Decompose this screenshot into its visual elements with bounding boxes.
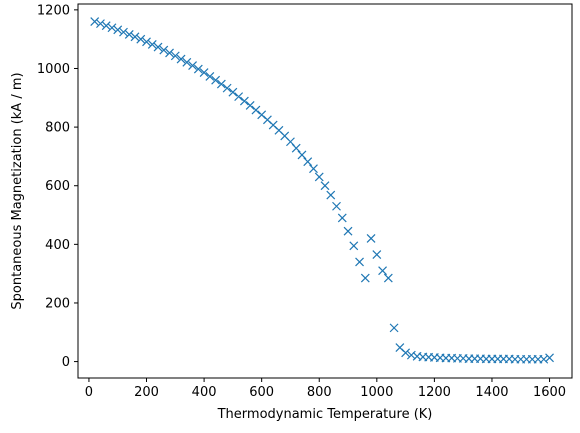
- data-point: [147, 40, 157, 49]
- y-tick-label: 600: [45, 179, 70, 194]
- data-point: [193, 64, 203, 74]
- data-point: [291, 143, 301, 153]
- x-tick-label: 400: [192, 385, 217, 400]
- data-point: [90, 17, 100, 27]
- data-point: [337, 213, 347, 223]
- x-tick-label: 800: [307, 385, 332, 400]
- data-point: [101, 21, 111, 31]
- data-point: [124, 30, 134, 39]
- data-point: [165, 48, 174, 58]
- data-point: [360, 273, 370, 283]
- data-point: [107, 23, 117, 33]
- x-tick-label: 1000: [360, 385, 393, 400]
- data-point: [216, 79, 226, 89]
- data-point: [205, 71, 215, 81]
- data-point: [383, 273, 393, 283]
- data-point: [389, 323, 399, 333]
- data-point: [401, 348, 411, 358]
- data-point: [228, 87, 238, 97]
- data-point: [309, 164, 318, 174]
- x-tick-label: 1600: [533, 385, 566, 400]
- y-tick-label: 1200: [37, 3, 70, 18]
- data-point: [153, 42, 163, 52]
- x-tick-label: 1200: [418, 385, 451, 400]
- plot-background: [78, 4, 572, 378]
- data-point: [239, 96, 249, 106]
- data-point: [130, 32, 140, 42]
- data-point: [332, 201, 341, 211]
- data-point: [349, 241, 359, 251]
- data-point: [320, 181, 330, 191]
- x-tick-label: 0: [85, 385, 93, 400]
- y-tick-label: 400: [45, 238, 70, 253]
- data-point: [222, 83, 232, 93]
- data-point: [182, 57, 192, 67]
- data-point: [234, 92, 244, 102]
- y-tick-label: 1000: [37, 62, 70, 77]
- data-point: [199, 68, 209, 78]
- data-point: [245, 100, 255, 110]
- data-point: [142, 37, 151, 47]
- data-point: [251, 105, 261, 115]
- data-point: [176, 54, 186, 64]
- y-tick-label: 200: [45, 296, 70, 311]
- data-point: [188, 61, 198, 70]
- y-axis-ticks: 0 200 400 600 800 1000 1200: [37, 3, 78, 370]
- y-axis-label: Spontaneous Magnetization (kA / m): [10, 72, 25, 309]
- x-tick-label: 200: [134, 385, 159, 400]
- data-point: [303, 157, 313, 167]
- x-axis-label: Thermodynamic Temperature (K): [217, 407, 433, 422]
- plot-frame: [77, 3, 573, 379]
- x-axis-ticks: 0 200 400 600 800 1000 1200 1400 1600: [85, 378, 566, 400]
- data-point: [297, 150, 307, 160]
- x-tick-label: 1400: [475, 385, 508, 400]
- data-series: [90, 17, 554, 364]
- data-point: [211, 75, 221, 85]
- data-point: [355, 257, 364, 267]
- data-point: [119, 27, 128, 37]
- y-tick-label: 800: [45, 121, 70, 136]
- data-point: [539, 354, 549, 364]
- y-tick-label: 0: [62, 355, 70, 370]
- data-point: [159, 45, 169, 55]
- data-point: [314, 172, 324, 182]
- data-point: [113, 25, 123, 35]
- data-point: [96, 19, 105, 29]
- data-point: [326, 190, 336, 200]
- x-tick-label: 600: [249, 385, 274, 400]
- data-point: [372, 250, 382, 260]
- data-point: [545, 353, 554, 363]
- data-point: [378, 266, 388, 276]
- data-point: [366, 234, 376, 243]
- data-point: [136, 34, 146, 44]
- data-point: [343, 226, 353, 236]
- data-point: [170, 51, 180, 61]
